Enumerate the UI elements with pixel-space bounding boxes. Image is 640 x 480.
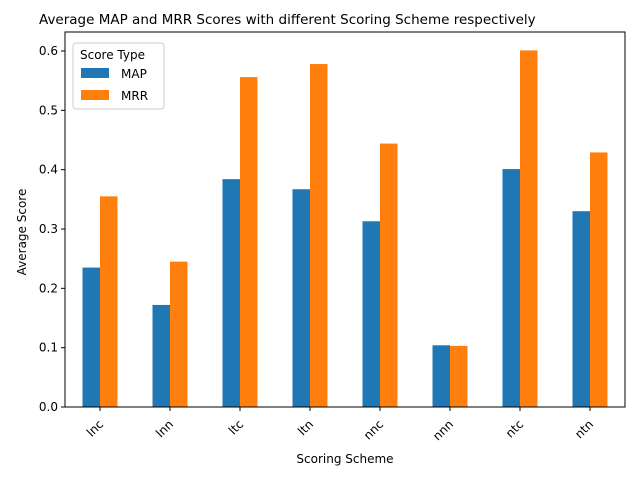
bar-map-lnc — [82, 267, 100, 407]
y-tick-label: 0.1 — [39, 341, 58, 355]
y-axis-label: Average Score — [15, 189, 29, 276]
legend-swatch-map — [81, 68, 109, 78]
y-tick-label: 0.0 — [39, 400, 58, 414]
axes-frame — [64, 31, 626, 408]
bar-mrr-ltn — [310, 64, 328, 407]
y-tick-label: 0.3 — [39, 222, 58, 236]
x-tick-label-lnn: lnn — [153, 417, 176, 440]
legend-swatch-mrr — [81, 90, 109, 100]
y-tick-label: 0.4 — [39, 163, 58, 177]
bar-mrr-lnc — [100, 196, 118, 407]
bar-mrr-nnc — [380, 143, 398, 407]
bar-mrr-ltc — [240, 77, 258, 407]
plot-area — [82, 50, 608, 408]
legend: Score Type MAP MRR — [72, 42, 165, 110]
bar-map-nnn — [432, 345, 450, 407]
x-axis-label: Scoring Scheme — [296, 452, 393, 466]
bar-map-ntc — [502, 169, 520, 407]
bar-mrr-ntn — [590, 152, 608, 407]
y-tick-label: 0.5 — [39, 103, 58, 117]
y-tick-label: 0.2 — [39, 281, 58, 295]
x-tick-label-nnc: nnc — [361, 417, 386, 442]
bar-mrr-nnn — [450, 345, 468, 407]
bar-mrr-lnn — [170, 261, 188, 407]
legend-label-map: MAP — [121, 67, 147, 81]
x-tick-label-ltn: ltn — [295, 417, 316, 438]
legend-title: Score Type — [80, 48, 145, 62]
bar-map-ltn — [292, 189, 310, 407]
bar-map-ntn — [572, 211, 590, 407]
x-tick-label-ntc: ntc — [503, 417, 526, 440]
bar-map-lnn — [152, 304, 170, 407]
x-tick-label-ltc: ltc — [226, 417, 246, 437]
x-tick-label-nnn: nnn — [430, 417, 456, 443]
y-tick-label: 0.6 — [39, 44, 58, 58]
bar-map-nnc — [362, 221, 380, 407]
bar-mrr-ntc — [520, 50, 538, 408]
x-tick-label-lnc: lnc — [84, 417, 106, 439]
legend-label-mrr: MRR — [121, 89, 148, 103]
x-tick-label-ntn: ntn — [572, 417, 596, 441]
bar-map-ltc — [222, 179, 240, 407]
chart-title: Average MAP and MRR Scores with differen… — [39, 12, 536, 28]
